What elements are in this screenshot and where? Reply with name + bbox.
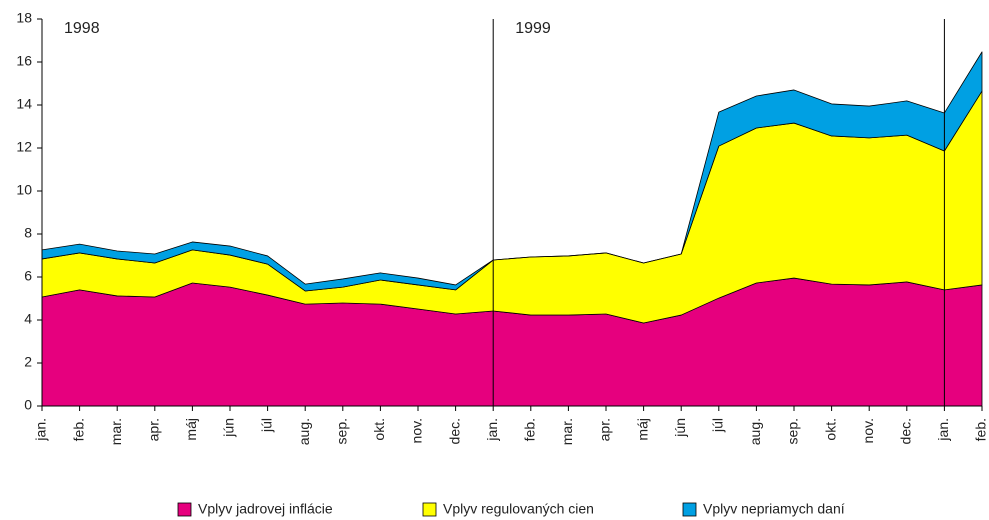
year-label: 1998 bbox=[64, 20, 100, 37]
x-tick-label: feb. bbox=[973, 418, 989, 441]
legend-label: Vplyv regulovaných cien bbox=[443, 501, 594, 517]
y-tick-label: 12 bbox=[16, 139, 32, 155]
y-tick-label: 0 bbox=[24, 397, 32, 413]
legend-label: Vplyv nepriamych daní bbox=[703, 501, 845, 517]
x-tick-label: jún bbox=[221, 418, 237, 438]
x-tick-label: mar. bbox=[559, 418, 575, 445]
legend-swatch bbox=[682, 502, 697, 517]
legend-item: Vplyv jadrovej inflácie bbox=[177, 501, 333, 517]
y-tick-label: 6 bbox=[24, 268, 32, 284]
x-tick-label: jan. bbox=[484, 418, 500, 442]
legend-item: Vplyv nepriamych daní bbox=[682, 501, 845, 517]
x-tick-label: mar. bbox=[108, 418, 124, 445]
legend-item: Vplyv regulovaných cien bbox=[422, 501, 594, 517]
x-tick-label: sep. bbox=[785, 418, 801, 444]
x-tick-label: jún bbox=[672, 418, 688, 438]
legend-swatch bbox=[422, 502, 437, 517]
year-label: 1999 bbox=[515, 20, 551, 37]
x-tick-label: aug. bbox=[296, 418, 312, 445]
x-tick-label: apr. bbox=[597, 418, 613, 441]
legend-swatch bbox=[177, 502, 192, 517]
area bbox=[41, 51, 983, 292]
x-tick-label: máj bbox=[183, 418, 199, 441]
x-tick-label: júl bbox=[258, 418, 274, 433]
x-tick-label: feb. bbox=[70, 418, 86, 441]
x-tick-label: dec. bbox=[446, 418, 462, 444]
legend-label: Vplyv jadrovej inflácie bbox=[198, 501, 333, 517]
y-tick-label: 10 bbox=[16, 182, 32, 198]
x-tick-label: okt. bbox=[371, 418, 387, 441]
x-tick-label: dec. bbox=[898, 418, 914, 444]
x-tick-label: jan. bbox=[935, 418, 951, 442]
x-tick-label: nov. bbox=[860, 418, 876, 443]
x-tick-label: júl bbox=[710, 418, 726, 433]
x-tick-label: aug. bbox=[747, 418, 763, 445]
x-tick-label: sep. bbox=[334, 418, 350, 444]
y-tick-label: 14 bbox=[16, 96, 32, 112]
y-tick-label: 4 bbox=[24, 311, 32, 327]
x-tick-label: apr. bbox=[146, 418, 162, 441]
x-tick-label: feb. bbox=[522, 418, 538, 441]
y-tick-label: 16 bbox=[16, 53, 32, 69]
y-tick-label: 18 bbox=[16, 10, 32, 26]
y-tick-label: 2 bbox=[24, 354, 32, 370]
x-tick-label: jan. bbox=[33, 418, 49, 442]
x-tick-label: okt. bbox=[822, 418, 838, 441]
x-tick-label: máj bbox=[634, 418, 650, 441]
x-tick-label: nov. bbox=[409, 418, 425, 443]
y-tick-label: 8 bbox=[24, 225, 32, 241]
